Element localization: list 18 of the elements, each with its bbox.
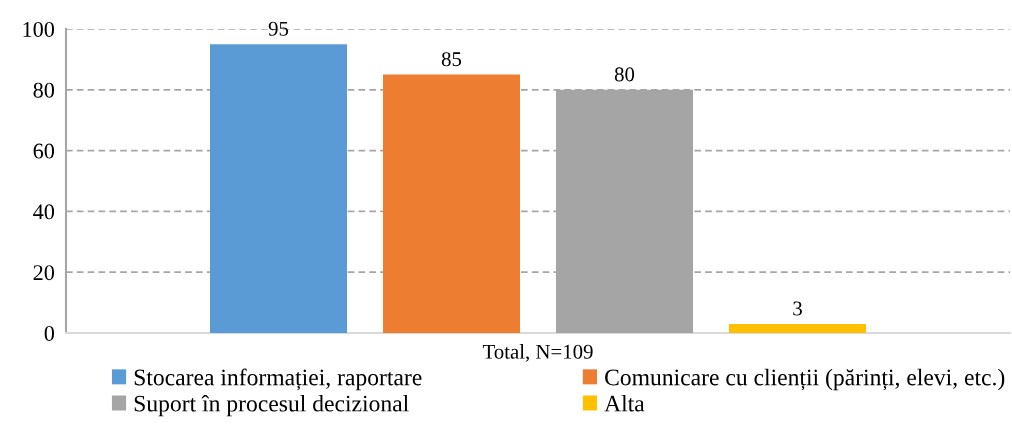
bar	[729, 323, 866, 333]
y-tick-label: 0	[44, 325, 55, 341]
data-label: 85	[441, 52, 462, 67]
y-tick-label: 40	[33, 204, 55, 220]
x-tick-label: Total, N=109	[482, 344, 593, 362]
legend-label: Stocarea informației, raportare	[134, 368, 422, 391]
y-tick-label: 60	[33, 143, 55, 159]
y-tick-label: 20	[33, 265, 55, 281]
legend-label: Alta	[604, 394, 645, 412]
legend-label: Suport în procesul decizional	[134, 394, 409, 417]
bar	[383, 74, 520, 333]
legend-label: Comunicare cu clienții (părinți, elevi, etc.)	[605, 368, 1005, 391]
data-label: 95	[268, 21, 289, 36]
data-label: 80	[614, 67, 635, 82]
y-tick-label: 100	[23, 21, 55, 37]
bar	[210, 44, 347, 333]
y-tick-label: 80	[33, 82, 55, 98]
data-label: 3	[793, 301, 802, 316]
